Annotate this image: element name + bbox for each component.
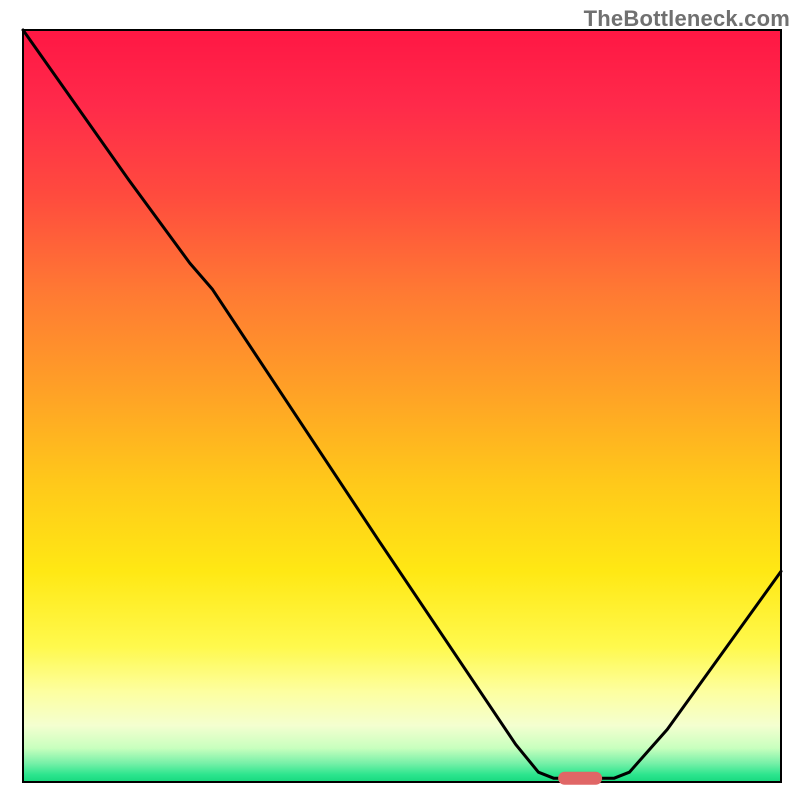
plot-background [23, 30, 781, 782]
bottleneck-chart [0, 0, 800, 800]
watermark-text: TheBottleneck.com [584, 6, 790, 32]
optimum-marker[interactable] [558, 772, 602, 785]
